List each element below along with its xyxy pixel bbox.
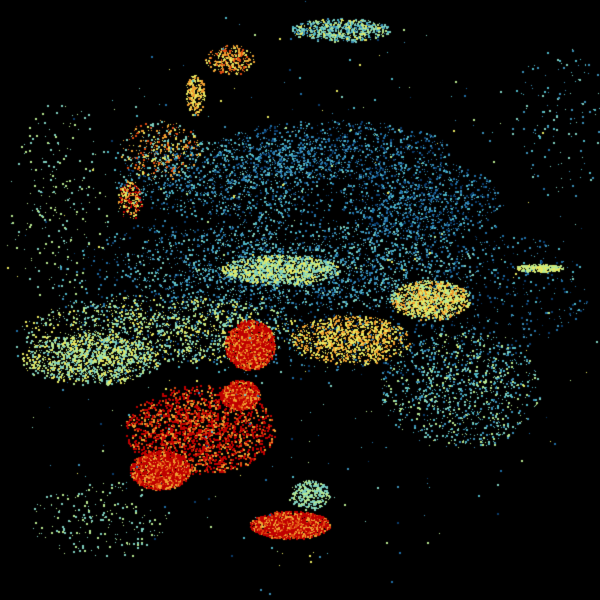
radar-site-marker xyxy=(295,294,304,303)
